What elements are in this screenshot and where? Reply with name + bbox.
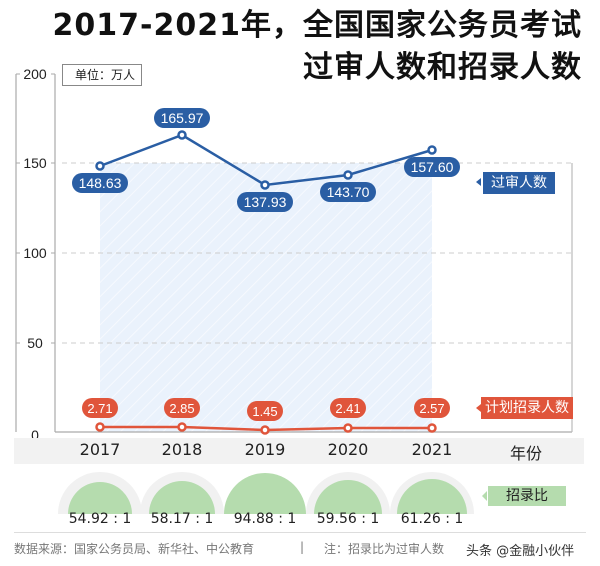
x-label-2019: 2019: [244, 440, 286, 459]
x-label-2017: 2017: [79, 440, 121, 459]
approved-label-2017: 148.63: [79, 175, 122, 191]
svg-text:50: 50: [27, 335, 43, 351]
svg-text:200: 200: [23, 66, 47, 82]
ratio-2020: 59.56 : 1: [316, 511, 380, 527]
ratio-bubbles: [68, 473, 566, 514]
legend-ratio: 招录比: [506, 488, 548, 504]
gridlines: [62, 162, 572, 344]
legend-planned: 计划招录人数: [485, 400, 569, 416]
planned-label-2021: 2.57: [419, 401, 444, 416]
footer-note: 注：招录比为过审人数: [324, 542, 445, 556]
svg-text:0: 0: [31, 427, 39, 443]
legend-approved: 过审人数: [491, 175, 547, 191]
planned-label-2018: 2.85: [169, 401, 194, 416]
footer-source: 数据来源：国家公务员局、新华社、中公教育: [14, 542, 255, 556]
ratio-2021: 61.26 : 1: [400, 511, 464, 527]
ratio-2018: 58.17 : 1: [150, 511, 214, 527]
chart-title-line2: 过审人数和招录人数: [303, 50, 582, 85]
y-axis-ticks: 200 150 100 50 0: [23, 66, 47, 443]
x-axis-title: 年份: [509, 444, 542, 463]
approved-label-2019: 137.93: [244, 194, 287, 210]
approved-label-2020: 143.70: [327, 184, 370, 200]
approved-label-2018: 165.97: [161, 110, 204, 126]
x-axis-band: [14, 438, 584, 464]
ratio-2019: 94.88 : 1: [233, 511, 297, 527]
unit-badge: 单位：万人: [62, 64, 143, 86]
svg-text:100: 100: [23, 245, 47, 261]
footer-separator: |: [300, 540, 305, 554]
svg-text:150: 150: [23, 155, 47, 171]
planned-label-2020: 2.41: [335, 401, 360, 416]
watermark: 头条 @金融小伙伴: [466, 544, 575, 559]
chart-title-line1: 2017-2021年，全国国家公务员考试: [52, 8, 582, 43]
footer-divider: [14, 532, 586, 533]
approved-label-2021: 157.60: [411, 159, 454, 175]
ratio-2017: 54.92 : 1: [68, 511, 132, 527]
x-label-2018: 2018: [161, 440, 203, 459]
x-label-2021: 2021: [411, 440, 453, 459]
x-label-2020: 2020: [327, 440, 369, 459]
planned-label-2019: 1.45: [252, 404, 277, 419]
planned-label-2017: 2.71: [87, 401, 112, 416]
